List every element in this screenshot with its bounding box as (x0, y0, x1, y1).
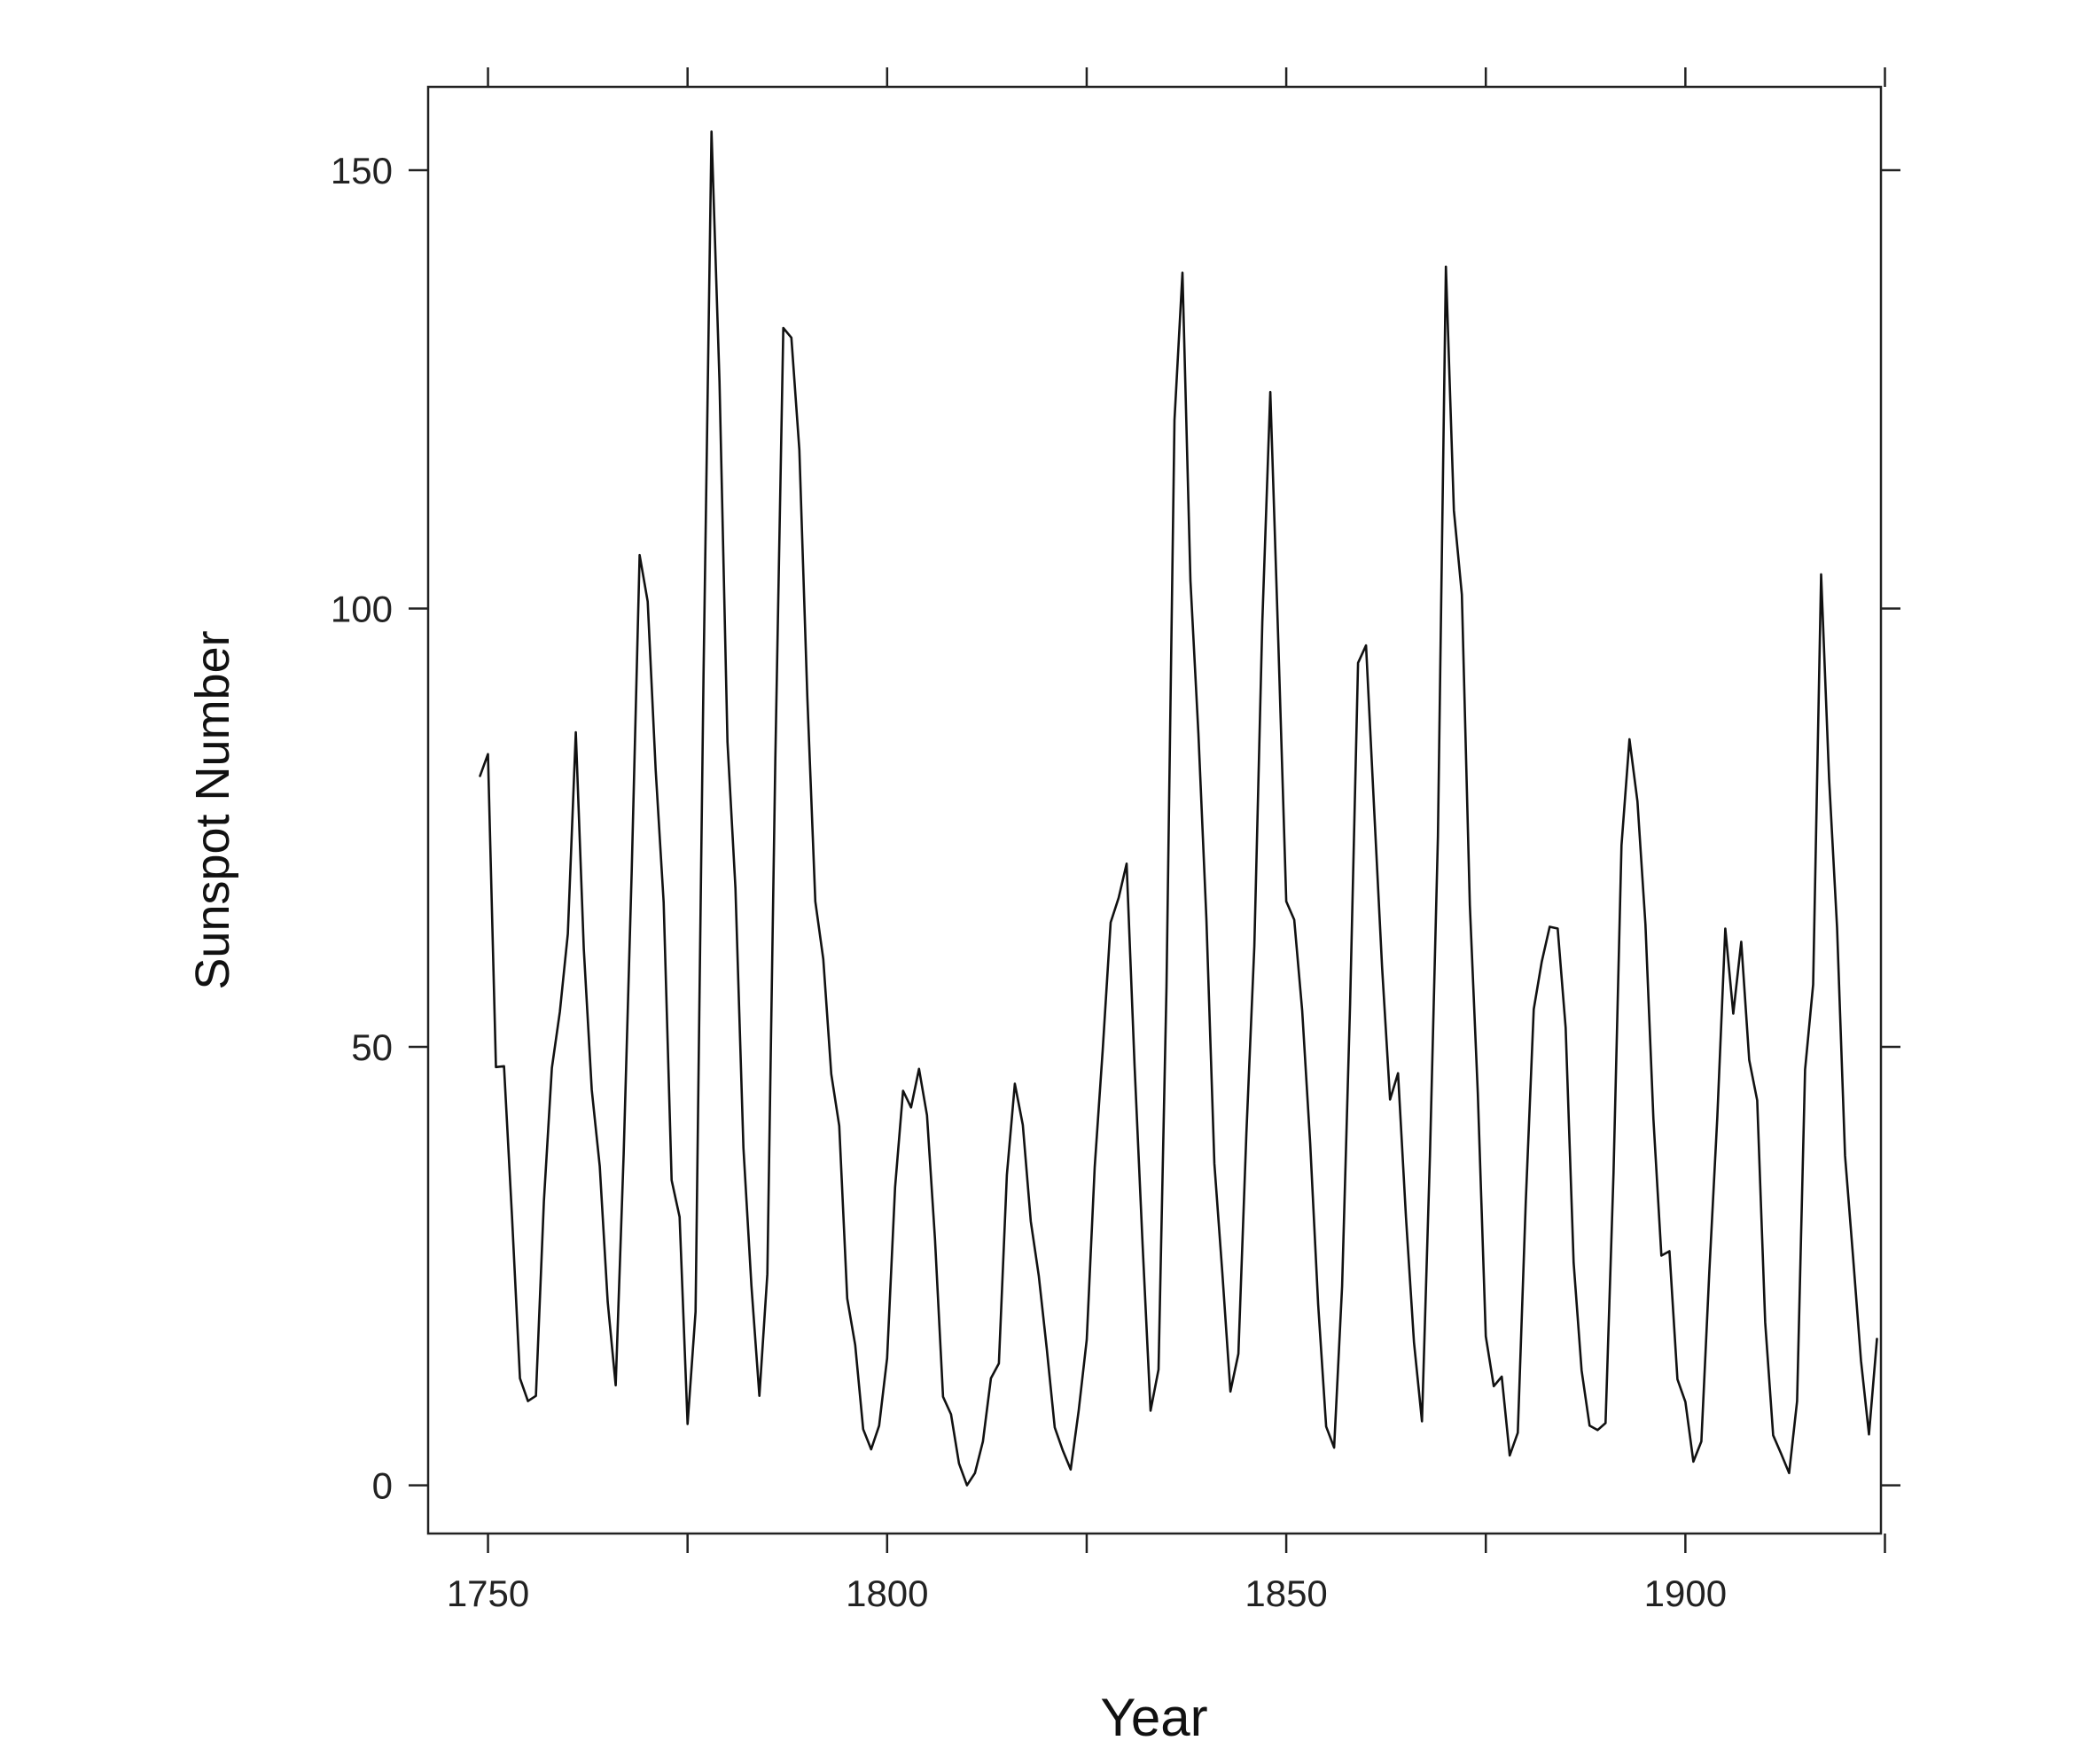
y-tick-label: 100 (331, 589, 393, 630)
y-tick-label: 50 (351, 1026, 393, 1068)
plot-frame (426, 85, 1883, 1535)
x-tick-label: 1900 (1644, 1573, 1727, 1614)
y-tick-label: 0 (372, 1465, 393, 1507)
x-tick-label: 1800 (846, 1573, 928, 1614)
sunspot-series-line (479, 130, 1878, 1487)
x-axis-title: Year (1100, 1688, 1207, 1747)
y-axis: 0 50 100 150 (331, 150, 1900, 1507)
x-tick-label: 1850 (1245, 1573, 1327, 1614)
x-tick-label: 1750 (447, 1573, 529, 1614)
x-axis: 1750 1800 1850 1900 (447, 67, 1886, 1614)
y-tick-label: 150 (331, 150, 393, 191)
y-axis-title: Sunspot Number (186, 630, 239, 989)
